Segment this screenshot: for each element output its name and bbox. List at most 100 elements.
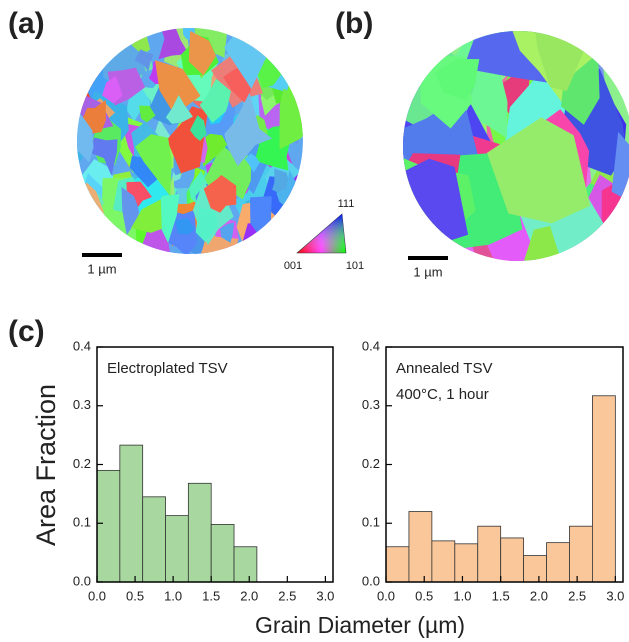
- ipf-label: 111: [338, 198, 355, 210]
- grain: [158, 28, 192, 60]
- y-tick-label: 0.2: [362, 456, 380, 471]
- grain: [282, 28, 299, 51]
- bar: [142, 496, 166, 583]
- grain: [77, 31, 98, 71]
- bar: [546, 542, 570, 583]
- bar: [431, 540, 456, 583]
- grain: [121, 28, 135, 40]
- bar: [408, 511, 433, 583]
- grain: [272, 227, 295, 253]
- grain: [165, 95, 193, 124]
- grain: [89, 137, 118, 176]
- y-tick-label: 0.1: [362, 515, 380, 530]
- grain: [137, 222, 171, 254]
- x-tick-label: 1.5: [492, 588, 510, 603]
- grain: [195, 208, 219, 243]
- grain: [89, 219, 108, 250]
- ebsd-map: [403, 31, 629, 261]
- bar: [233, 546, 258, 583]
- bar: [165, 515, 189, 583]
- grain: [487, 117, 591, 224]
- y-tick-label: 0.3: [73, 397, 91, 412]
- bar: [385, 546, 410, 583]
- grain: [139, 105, 156, 123]
- x-tick-label: 1.5: [202, 588, 220, 603]
- grain: [134, 49, 154, 72]
- grain: [188, 30, 216, 76]
- bar: [454, 543, 479, 583]
- grain: [244, 153, 260, 173]
- x-tick-label: 0.5: [126, 588, 144, 603]
- grain: [199, 78, 231, 123]
- bar: [210, 524, 235, 583]
- grain: [220, 222, 235, 243]
- grain: [285, 32, 303, 49]
- annotation: Annealed TSV: [396, 360, 492, 377]
- y-tick-label: 0.0: [362, 573, 380, 588]
- panel-label: (b): [335, 7, 373, 40]
- bar: [523, 555, 547, 583]
- grain: [201, 133, 228, 167]
- grain: [77, 203, 96, 241]
- annotation: 400°C, 1 hour: [396, 386, 489, 403]
- grain: [285, 216, 303, 244]
- x-tick-label: 3.0: [316, 588, 334, 603]
- scale-label: 1 µm: [87, 261, 116, 276]
- bar: [477, 525, 502, 583]
- y-tick-label: 0.4: [362, 338, 380, 353]
- bar: [119, 444, 144, 583]
- x-tick-label: 1.0: [453, 588, 471, 603]
- grain: [224, 92, 273, 167]
- y-tick-label: 0.1: [73, 515, 91, 530]
- ipf-label: 101: [346, 260, 364, 272]
- ebsd-map: [77, 28, 303, 254]
- grain: [121, 187, 140, 236]
- grain: [106, 28, 126, 55]
- grain: [77, 108, 94, 163]
- grain: [175, 218, 195, 235]
- panel-label: (a): [8, 7, 45, 40]
- bar: [569, 525, 593, 583]
- y-tick-label: 0.0: [73, 573, 91, 588]
- grain: [102, 75, 123, 104]
- grain: [135, 134, 172, 197]
- grain: [279, 40, 299, 65]
- panel-label: (c): [8, 315, 45, 348]
- grain: [611, 131, 629, 204]
- x-tick-label: 0.0: [88, 588, 106, 603]
- y-tick-label: 0.2: [73, 456, 91, 471]
- grain: [155, 60, 201, 116]
- y-tick-label: 0.3: [362, 397, 380, 412]
- x-tick-label: 1.0: [164, 588, 182, 603]
- x-axis-label: Grain Diameter (µm): [255, 612, 465, 638]
- grain: [77, 225, 88, 254]
- grain: [561, 53, 600, 125]
- x-tick-label: 2.0: [530, 588, 548, 603]
- grain: [279, 88, 303, 150]
- grain: [203, 175, 237, 213]
- grain: [531, 31, 587, 92]
- x-tick-label: 0.5: [415, 588, 433, 603]
- grain: [89, 43, 104, 66]
- x-tick-label: 0.0: [377, 588, 395, 603]
- scale-label: 1 µm: [413, 264, 442, 279]
- x-tick-label: 2.5: [278, 588, 296, 603]
- x-tick-label: 2.0: [240, 588, 258, 603]
- bar: [592, 395, 616, 583]
- annotation: Electroplated TSV: [107, 360, 228, 377]
- bar: [187, 482, 212, 583]
- grain: [435, 59, 480, 101]
- grain: [131, 199, 162, 233]
- grain: [77, 28, 94, 57]
- bar: [500, 537, 525, 583]
- x-tick-label: 2.5: [568, 588, 586, 603]
- y-tick-label: 0.4: [73, 338, 91, 353]
- ipf-label: 001: [284, 260, 302, 272]
- grain: [190, 115, 207, 141]
- bar: [96, 469, 121, 583]
- ipf-key: [296, 213, 347, 254]
- y-axis-label: Area Fraction: [31, 384, 61, 546]
- grain: [403, 158, 469, 248]
- x-tick-label: 3.0: [606, 588, 624, 603]
